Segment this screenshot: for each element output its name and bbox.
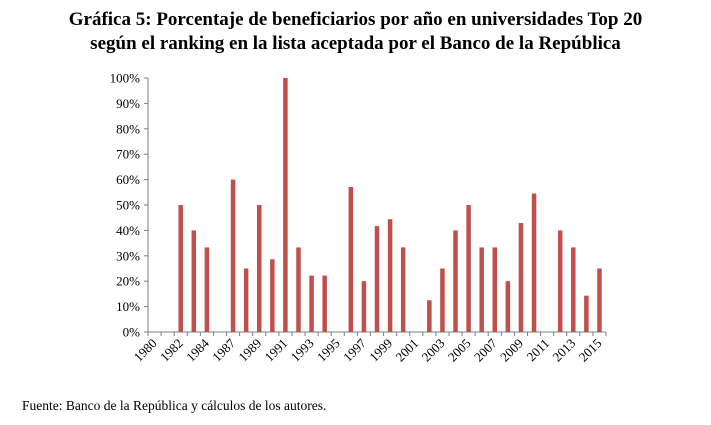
bar bbox=[597, 268, 602, 332]
bar bbox=[531, 193, 537, 332]
bar bbox=[296, 247, 301, 332]
bar bbox=[387, 219, 393, 332]
bar bbox=[505, 281, 511, 332]
bar bbox=[571, 247, 576, 332]
bar bbox=[230, 179, 236, 332]
y-tick-label: 30% bbox=[116, 248, 140, 263]
x-tick-label: 2001 bbox=[392, 336, 421, 365]
x-tick-label: 1982 bbox=[157, 336, 186, 365]
bar bbox=[440, 268, 445, 332]
y-tick-label: 20% bbox=[116, 274, 140, 289]
x-tick-label: 1999 bbox=[366, 336, 395, 365]
y-tick-label: 10% bbox=[116, 299, 140, 314]
bar bbox=[492, 247, 498, 332]
y-tick-label: 100% bbox=[110, 71, 141, 86]
x-tick-label: 1984 bbox=[183, 335, 212, 364]
chart-title-line-1: Gráfica 5: Porcentaje de beneficiarios p… bbox=[68, 9, 643, 30]
y-tick-label: 80% bbox=[116, 121, 140, 136]
bar bbox=[270, 259, 275, 332]
bar bbox=[400, 247, 406, 332]
x-tick-label: 1991 bbox=[262, 336, 291, 365]
bar bbox=[361, 281, 367, 332]
y-tick-label: 40% bbox=[116, 223, 140, 238]
bar bbox=[374, 226, 380, 332]
x-tick-label: 2005 bbox=[445, 336, 474, 365]
y-tick-label: 60% bbox=[116, 172, 140, 187]
x-tick-label: 2015 bbox=[576, 336, 605, 365]
bar bbox=[309, 275, 314, 332]
chart-title-line-2: según el ranking en la lista aceptada po… bbox=[90, 33, 621, 54]
x-tick-label: 1989 bbox=[235, 336, 264, 365]
bar bbox=[584, 295, 589, 332]
bar bbox=[322, 275, 327, 332]
x-tick-label: 1987 bbox=[209, 335, 238, 364]
bar bbox=[427, 300, 432, 332]
x-tick-label: 1993 bbox=[288, 336, 317, 365]
bar bbox=[178, 205, 183, 332]
bar bbox=[283, 78, 288, 332]
y-tick-label: 0% bbox=[123, 325, 141, 340]
x-tick-label: 2013 bbox=[549, 336, 578, 365]
bar bbox=[243, 268, 249, 332]
y-tick-label: 50% bbox=[116, 198, 140, 213]
x-tick-label: 1980 bbox=[131, 336, 160, 365]
bar bbox=[348, 186, 354, 332]
x-tick-label: 1997 bbox=[340, 335, 369, 364]
bar bbox=[557, 230, 563, 332]
y-tick-label: 70% bbox=[116, 147, 140, 162]
bar bbox=[479, 247, 484, 332]
x-tick-label: 2009 bbox=[497, 336, 526, 365]
bar bbox=[518, 223, 524, 332]
chart-title: Gráfica 5: Porcentaje de beneficiarios p… bbox=[0, 8, 711, 56]
bar bbox=[256, 205, 262, 332]
bar bbox=[466, 205, 471, 332]
x-tick-label: 2007 bbox=[471, 335, 500, 364]
x-tick-label: 1995 bbox=[314, 336, 343, 365]
bar bbox=[191, 230, 197, 332]
bar bbox=[453, 230, 458, 332]
bar bbox=[204, 247, 210, 332]
source-note: Fuente: Banco de la República y cálculos… bbox=[22, 398, 327, 413]
x-tick-label: 2011 bbox=[524, 336, 553, 365]
x-tick-label: 2003 bbox=[419, 336, 448, 365]
y-tick-label: 90% bbox=[116, 96, 140, 111]
